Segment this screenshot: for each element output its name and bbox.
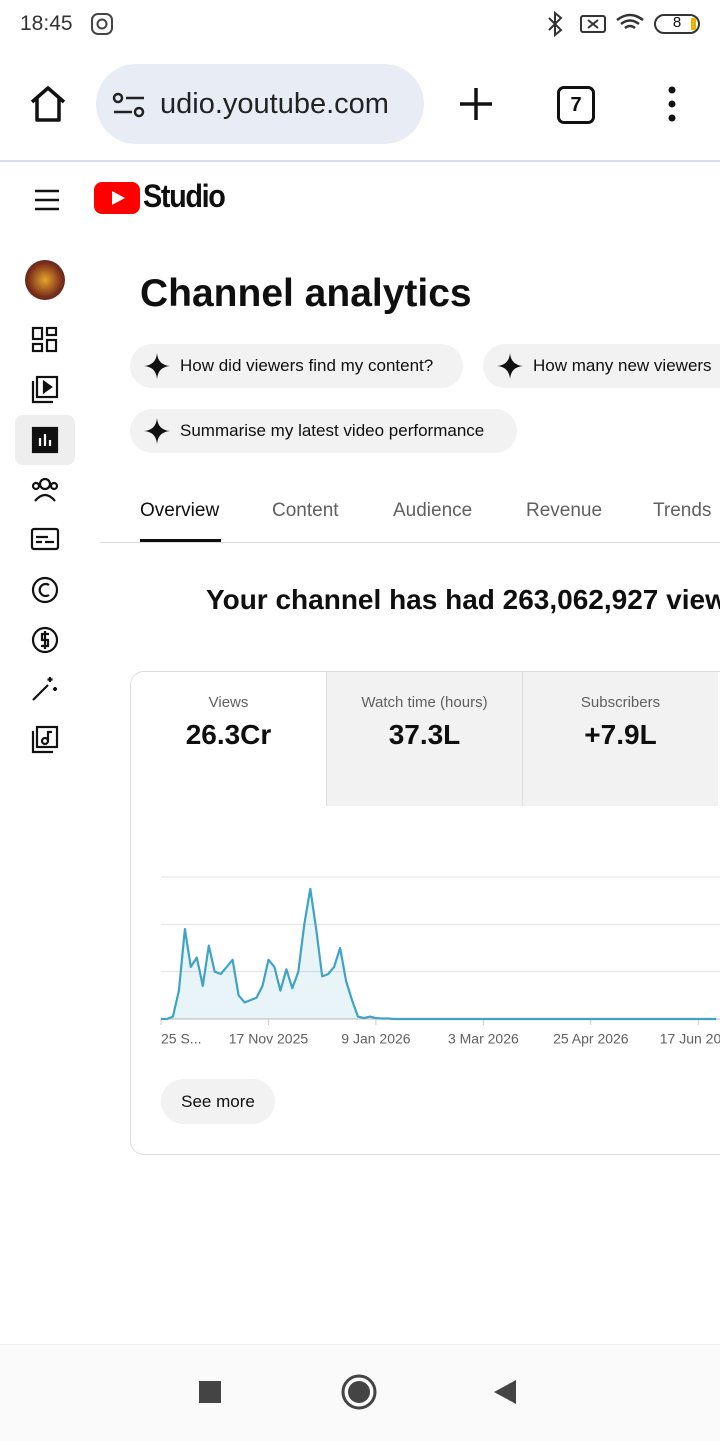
suggestion-chip[interactable]: Summarise my latest video performance: [130, 409, 517, 453]
metric-tab[interactable]: Views 26.3Cr: [131, 672, 326, 806]
metric-value: 37.3L: [388, 719, 461, 750]
suggestion-chip[interactable]: How many new viewers: [483, 344, 720, 388]
url-bar[interactable]: [96, 64, 424, 144]
analytics-card: [130, 671, 720, 1155]
tab-count[interactable]: 7: [557, 86, 595, 124]
site-settings-icon[interactable]: [112, 90, 146, 120]
youtube-logo: [94, 182, 140, 214]
tab[interactable]: Audience: [393, 500, 473, 521]
status-icons: [548, 10, 700, 38]
x-tick-label: 3 Mar 2026: [448, 1031, 519, 1047]
chip-text: How did viewers find my content?: [180, 356, 434, 375]
studio-logo-text: Studio: [143, 178, 226, 214]
chip-text: Summarise my latest video performance: [180, 421, 485, 440]
divider: [0, 160, 720, 162]
x-tick-label: 17 Nov 2025: [229, 1031, 309, 1047]
sidebar-icons[interactable]: [30, 325, 60, 755]
url-text: udio.youtube.com: [160, 88, 389, 120]
new-tab-button[interactable]: [458, 86, 494, 122]
active-tab-indicator: [140, 539, 221, 542]
clock: 18:45: [20, 12, 73, 35]
metric-tab[interactable]: Subscribers +7.9L: [522, 672, 718, 806]
menu-button[interactable]: [664, 86, 680, 122]
metric-label: Views: [208, 694, 249, 711]
tab[interactable]: Trends: [653, 500, 712, 521]
avatar[interactable]: [25, 260, 65, 300]
hamburger-menu[interactable]: [34, 188, 60, 212]
metric-label: Watch time (hours): [361, 694, 488, 711]
tab[interactable]: Revenue: [526, 500, 603, 521]
headline: Your channel has had 263,062,927 views: [206, 584, 720, 615]
sparkle-icon: [144, 418, 170, 444]
home-button[interactable]: [28, 84, 68, 124]
area: [161, 888, 717, 1019]
chip-text: How many new viewers: [533, 356, 712, 375]
tab[interactable]: Content: [272, 500, 339, 521]
metric-value: +7.9L: [584, 719, 657, 750]
page-title: Channel analytics: [140, 272, 472, 315]
see-more-button[interactable]: See more: [161, 1079, 275, 1124]
x-tick-label: 25 Apr 2026: [553, 1031, 629, 1047]
x-tick-label: 17 Jun 2026: [660, 1031, 720, 1047]
metric-label: Subscribers: [580, 694, 661, 711]
metric-tab[interactable]: Watch time (hours) 37.3L: [326, 672, 522, 806]
metric-value: 26.3Cr: [185, 719, 272, 750]
line: [161, 887, 717, 1021]
tabs-divider: [100, 542, 720, 543]
sparkle-icon: [144, 353, 170, 379]
system-nav-buttons[interactable]: [190, 1370, 530, 1416]
suggestion-chip[interactable]: How did viewers find my content?: [130, 344, 463, 388]
x-tick-label: 25 S...: [161, 1031, 201, 1047]
battery-level: 8: [672, 14, 682, 31]
x-tick-label: 9 Jan 2026: [341, 1031, 410, 1047]
sparkle-icon: [497, 353, 523, 379]
instagram-icon: [91, 13, 113, 35]
tab[interactable]: Overview: [140, 500, 220, 521]
